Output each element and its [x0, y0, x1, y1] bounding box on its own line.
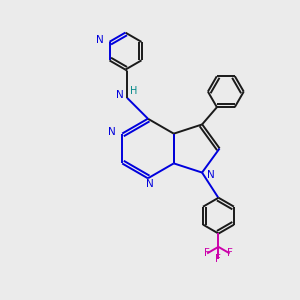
- Text: N: N: [207, 170, 215, 180]
- Text: F: F: [204, 248, 210, 258]
- Text: F: F: [215, 254, 221, 264]
- Text: N: N: [108, 127, 116, 137]
- Text: H: H: [130, 86, 137, 96]
- Text: F: F: [227, 248, 233, 258]
- Text: N: N: [97, 35, 104, 45]
- Text: N: N: [116, 90, 124, 100]
- Text: N: N: [146, 178, 153, 189]
